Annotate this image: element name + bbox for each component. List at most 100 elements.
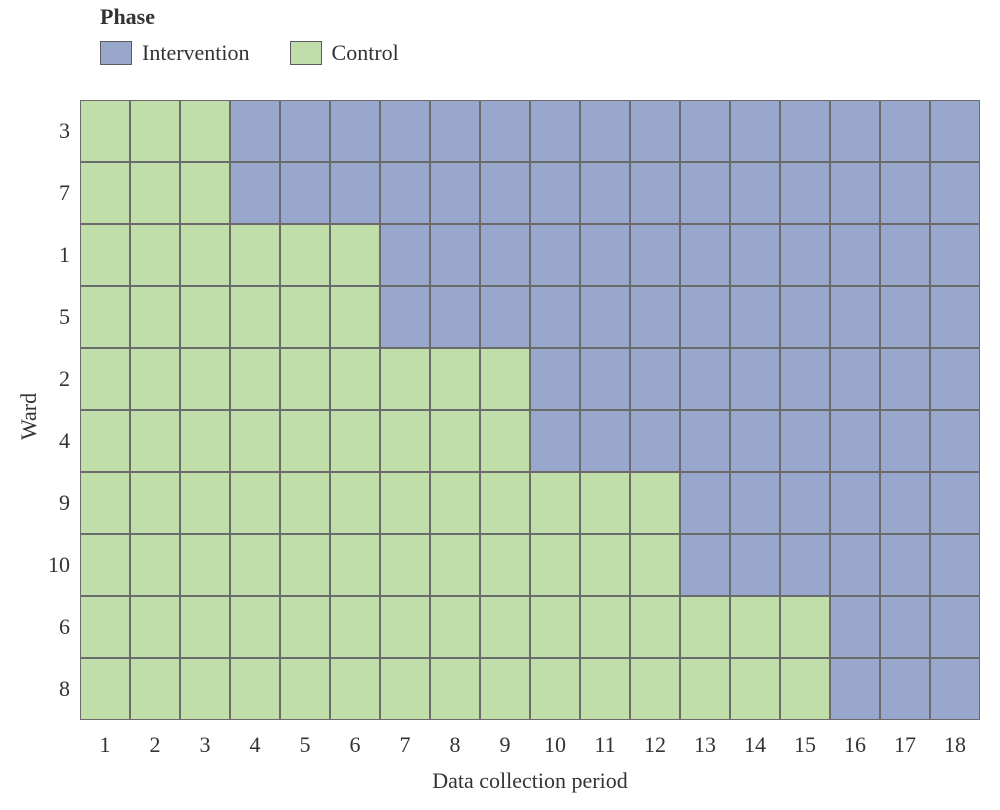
grid-cell — [230, 596, 280, 658]
grid-cell — [680, 596, 730, 658]
grid-cell — [230, 224, 280, 286]
grid-cell — [380, 224, 430, 286]
grid-cell — [830, 658, 880, 720]
grid-cell — [180, 162, 230, 224]
grid-cell — [380, 472, 430, 534]
grid-cell — [680, 286, 730, 348]
grid-cell — [530, 286, 580, 348]
grid-cell — [830, 224, 880, 286]
grid-cell — [630, 224, 680, 286]
grid-cell — [530, 534, 580, 596]
grid-cell — [430, 534, 480, 596]
grid-cell — [730, 658, 780, 720]
grid-cell — [680, 100, 730, 162]
legend-row: InterventionControl — [100, 40, 399, 66]
grid-cell — [880, 534, 930, 596]
grid-cell — [230, 162, 280, 224]
grid-cell — [230, 534, 280, 596]
grid-cell — [680, 348, 730, 410]
grid-cell — [230, 348, 280, 410]
grid-cell — [280, 596, 330, 658]
grid-cell — [780, 472, 830, 534]
grid-cell — [830, 162, 880, 224]
grid-cell — [180, 534, 230, 596]
grid-cell — [80, 596, 130, 658]
grid-cell — [430, 286, 480, 348]
grid-cell — [580, 658, 630, 720]
grid-cell — [330, 596, 380, 658]
grid-cell — [180, 100, 230, 162]
grid-cell — [130, 162, 180, 224]
grid-cell — [380, 100, 430, 162]
grid-cell — [930, 162, 980, 224]
grid-cell — [880, 596, 930, 658]
grid-cell — [280, 286, 330, 348]
y-tick-label: 3 — [30, 118, 70, 144]
x-tick-label: 5 — [280, 732, 330, 758]
grid-cell — [530, 162, 580, 224]
legend-item: Control — [290, 40, 399, 66]
grid-cell — [580, 224, 630, 286]
x-tick-label: 8 — [430, 732, 480, 758]
grid-cell — [80, 410, 130, 472]
grid-cell — [380, 410, 430, 472]
grid-cell — [80, 224, 130, 286]
grid-cell — [680, 534, 730, 596]
grid-cell — [730, 224, 780, 286]
grid-cell — [530, 224, 580, 286]
x-tick-label: 12 — [630, 732, 680, 758]
x-tick-label: 7 — [380, 732, 430, 758]
grid-cell — [730, 534, 780, 596]
grid-cell — [880, 162, 930, 224]
grid-cell — [80, 534, 130, 596]
grid-cell — [330, 410, 380, 472]
grid-cell — [480, 286, 530, 348]
grid-cell — [280, 224, 330, 286]
grid-cell — [480, 596, 530, 658]
grid-cell — [530, 472, 580, 534]
grid-cell — [130, 534, 180, 596]
grid-cell — [430, 596, 480, 658]
grid-cell — [580, 472, 630, 534]
grid-cell — [930, 658, 980, 720]
grid-cell — [630, 472, 680, 534]
grid-cell — [180, 472, 230, 534]
grid-cell — [730, 348, 780, 410]
grid-cell — [880, 224, 930, 286]
grid-cell — [130, 224, 180, 286]
grid-cell — [780, 596, 830, 658]
legend-swatch — [100, 41, 132, 65]
grid-cell — [280, 534, 330, 596]
grid-cell — [880, 348, 930, 410]
grid-cell — [430, 472, 480, 534]
grid-cell — [80, 658, 130, 720]
grid-cell — [630, 596, 680, 658]
y-tick-label: 2 — [30, 366, 70, 392]
grid-cell — [180, 410, 230, 472]
y-tick-label: 8 — [30, 676, 70, 702]
grid-cell — [130, 348, 180, 410]
x-tick-label: 3 — [180, 732, 230, 758]
grid-cell — [480, 348, 530, 410]
grid-cell — [580, 348, 630, 410]
grid-cell — [230, 658, 280, 720]
grid-cell — [380, 162, 430, 224]
grid-cell — [880, 410, 930, 472]
grid-cell — [280, 658, 330, 720]
grid-cell — [230, 410, 280, 472]
grid-cell — [730, 286, 780, 348]
grid-cell — [930, 286, 980, 348]
grid-cell — [930, 410, 980, 472]
x-tick-label: 14 — [730, 732, 780, 758]
grid-cell — [580, 534, 630, 596]
grid-cell — [530, 348, 580, 410]
x-tick-label: 17 — [880, 732, 930, 758]
grid-cell — [130, 658, 180, 720]
grid-cell — [330, 472, 380, 534]
grid-cell — [780, 658, 830, 720]
x-tick-label: 9 — [480, 732, 530, 758]
grid-cell — [480, 100, 530, 162]
x-tick-label: 11 — [580, 732, 630, 758]
grid-cell — [630, 534, 680, 596]
grid-cell — [430, 348, 480, 410]
